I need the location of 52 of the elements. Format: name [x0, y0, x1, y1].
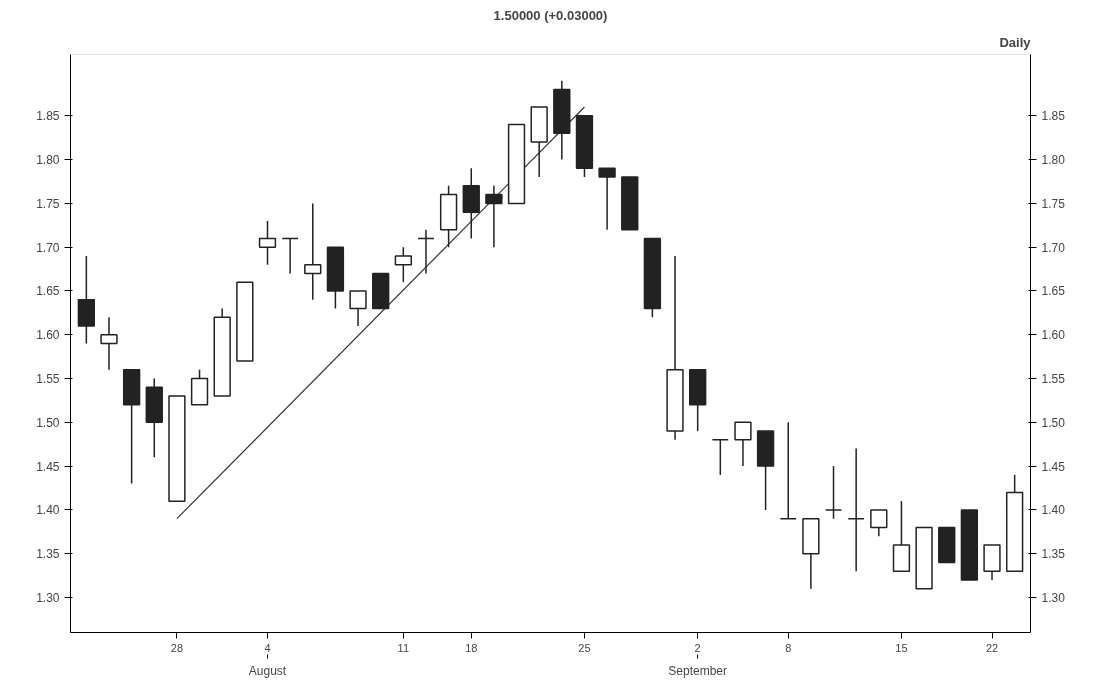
y-tick-label: 1.35: [36, 547, 60, 562]
y-tick-label: 1.55: [36, 372, 60, 387]
candlestick: [711, 439, 729, 476]
candlestick: [847, 447, 865, 572]
y2-tick-label: 1.50: [1041, 415, 1066, 430]
y2-tick-label: 1.55: [1041, 372, 1066, 387]
y-tick-label: 1.60: [36, 328, 60, 343]
y-tick-label: 1.80: [36, 153, 60, 168]
y2-tick-label: 1.60: [1041, 328, 1066, 343]
candlestick: [734, 421, 752, 467]
x-tick-label: 22: [985, 641, 999, 654]
y-tick-label: 1.85: [36, 109, 60, 124]
y2-tick-label: 1.85: [1041, 109, 1066, 124]
candlestick: [281, 237, 299, 275]
x-tick-label: 15: [895, 641, 908, 654]
x-tick-label: 18: [465, 641, 478, 654]
text: August: [248, 663, 287, 678]
candlestick: [779, 421, 797, 520]
y-tick-label: 1.40: [36, 503, 60, 518]
y2-tick-label: 1.70: [1041, 240, 1066, 255]
candlestick: [870, 509, 888, 537]
y-tick-label: 1.50: [36, 415, 60, 430]
y-tick-label: 1.30: [36, 590, 60, 605]
candlestick: [394, 246, 412, 283]
x-tick-label: 8: [785, 641, 792, 654]
candlestick: [485, 185, 503, 248]
text: Daily: [999, 34, 1032, 50]
y-tick-label: 1.65: [36, 284, 60, 299]
x-tick-label: 2: [694, 641, 701, 654]
y2-tick-label: 1.40: [1041, 503, 1066, 518]
y2-tick-label: 1.45: [1041, 459, 1066, 474]
x-tick-label: 25: [578, 641, 591, 654]
chart-title: 1.50000 (+0.03000): [493, 7, 608, 23]
x-tick-label: 4: [264, 641, 271, 654]
candlestick: [100, 316, 118, 371]
x-tick-label: 28: [170, 641, 184, 654]
y-tick-label: 1.75: [36, 196, 60, 211]
candlestick: [598, 167, 616, 231]
y-tick-label: 1.45: [36, 459, 60, 474]
candlestick: [417, 228, 435, 275]
y-tick-label: 1.70: [36, 240, 60, 255]
y2-tick-label: 1.75: [1041, 196, 1066, 211]
candlestick: [824, 465, 843, 520]
y2-tick-label: 1.80: [1041, 153, 1066, 168]
x-tick-label: 11: [397, 641, 410, 654]
candlestick: [349, 290, 367, 327]
candlestick: [258, 220, 277, 266]
y2-tick-label: 1.30: [1041, 590, 1066, 605]
y2-tick-label: 1.65: [1041, 284, 1066, 299]
candlestick: [304, 202, 322, 301]
y2-tick-label: 1.35: [1041, 547, 1066, 562]
text: September: [668, 663, 728, 678]
